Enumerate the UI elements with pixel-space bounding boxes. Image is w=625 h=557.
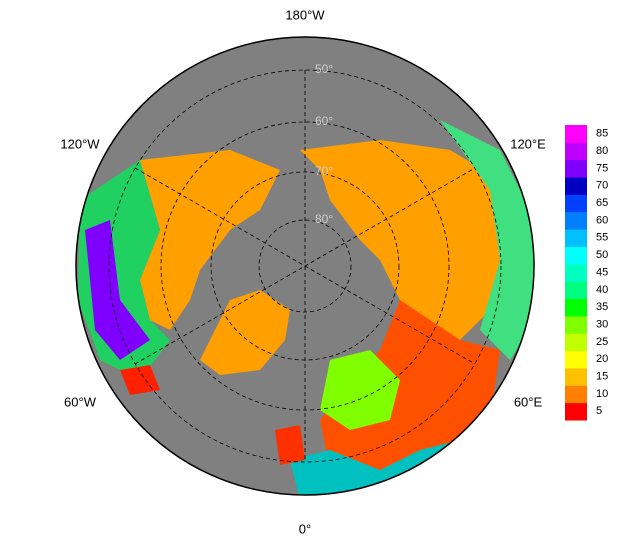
colorbar-label: 75: [596, 162, 608, 174]
colorbar-label: 70: [596, 180, 608, 192]
colorbar-swatch: [565, 367, 587, 386]
lon-label: 120°W: [60, 136, 100, 151]
scandinavia: [320, 350, 400, 430]
map-border: [75, 36, 535, 496]
colorbar-swatch: [565, 385, 587, 404]
colorbar-label: 20: [596, 353, 608, 365]
colorbar-label: 25: [596, 336, 608, 348]
colorbar-label: 65: [596, 197, 608, 209]
colorbar-swatch: [565, 194, 587, 213]
russia-west: [320, 300, 500, 480]
colorbar-swatch: [565, 246, 587, 265]
colorbar-swatch: [565, 333, 587, 352]
colorbar-swatch: [565, 263, 587, 282]
colorbar-swatch: [565, 177, 587, 195]
colorbar-swatch: [565, 125, 587, 143]
lat-label: 80°: [315, 212, 333, 226]
colorbar-swatch: [565, 350, 587, 369]
colorbar: 5 10 15 20 25 30 35 40 45 50 55 60 65 70 75 80 85: [565, 125, 608, 421]
colorbar-swatch: [565, 211, 587, 230]
east-asia: [440, 120, 534, 360]
rockies: [85, 220, 150, 360]
colorbar-label: 85: [596, 128, 608, 140]
lon-label: 60°W: [64, 394, 97, 409]
colorbar-swatch: [565, 315, 587, 334]
canada-north: [140, 150, 280, 330]
colorbar-label: 5: [596, 405, 602, 417]
lon-label: 120°E: [510, 136, 546, 151]
colorbar-label: 30: [596, 318, 608, 330]
lat-label: 50°: [315, 62, 333, 76]
colorbar-label: 55: [596, 232, 608, 244]
lon-label: 60°E: [514, 394, 543, 409]
colorbar-swatch: [565, 402, 587, 421]
colorbar-label: 35: [596, 301, 608, 313]
colorbar-label: 80: [596, 145, 608, 157]
colorbar-swatch: [565, 159, 587, 178]
graticule: [108, 69, 502, 463]
lat-label: 70°: [315, 164, 333, 178]
colorbar-label: 60: [596, 214, 608, 226]
colorbar-swatch: [565, 142, 587, 161]
colorbar-swatch: [565, 298, 587, 317]
lon-label: 180°W: [285, 7, 325, 22]
britain: [275, 425, 305, 465]
land: [78, 120, 534, 495]
colorbar-swatch: [565, 281, 587, 300]
colorbar-label: 50: [596, 249, 608, 261]
colorbar-swatch: [565, 229, 587, 247]
lat-label: 60°: [315, 114, 333, 128]
colorbar-label: 15: [596, 371, 608, 383]
colorbar-label: 10: [596, 388, 608, 400]
greenland: [200, 290, 290, 375]
east-coast: [120, 365, 160, 395]
colorbar-label: 40: [596, 284, 608, 296]
siberia: [300, 140, 520, 340]
lon-label: 0°: [299, 521, 311, 536]
colorbar-label: 45: [596, 266, 608, 278]
